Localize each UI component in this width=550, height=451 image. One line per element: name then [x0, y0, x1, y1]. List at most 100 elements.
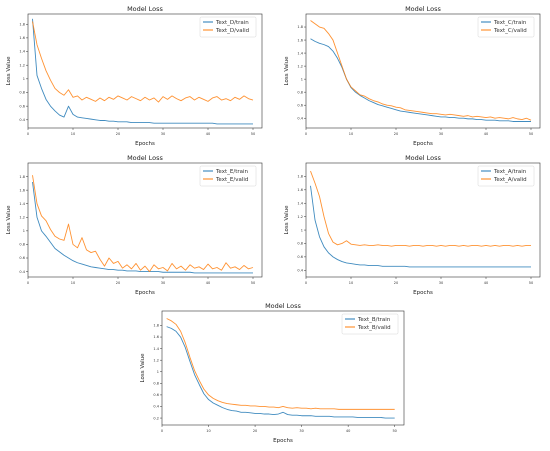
- x-tick-label: 20: [394, 281, 398, 285]
- y-axis-label: Loss Value: [284, 205, 290, 235]
- legend-entry-text-c-valid: Text_C/valid: [493, 28, 527, 34]
- series-line-text-c-valid: [310, 20, 532, 121]
- plot-frame: [305, 13, 541, 129]
- x-tick-label: 50: [529, 281, 533, 285]
- chart-title: Model Loss: [127, 154, 163, 162]
- series-line-text-e-valid: [32, 175, 254, 273]
- legend-box: [341, 313, 399, 335]
- x-tick-label: 10: [71, 281, 75, 285]
- series-line-text-e-train: [32, 181, 253, 274]
- legend-entry-text-b-valid: Text_B/valid: [357, 325, 391, 331]
- x-tick-label: 10: [349, 132, 353, 136]
- chart-panel-text-d: Model Loss 0 10 20 30 40 50 0.4 0.6 0.8 1 1.2 1.4 1.6…: [2, 2, 270, 150]
- legend-entry-text-d-train: Text_D/train: [215, 20, 249, 26]
- x-tick-label: 10: [349, 281, 353, 285]
- legend-entry-text-e-train: Text_E/train: [215, 169, 249, 175]
- series-line-text-b-valid: [166, 318, 395, 410]
- y-tick-label: 0.6: [297, 103, 303, 107]
- x-tick-label: 30: [439, 281, 443, 285]
- chart-panel-text-a: Model Loss 0 10 20 30 40 50 0.4 0.6 0.8 1 1.2 1.4 1.6…: [280, 151, 548, 299]
- loss-chart: Model Loss 0 10 20 30 40 50 0.4 0.6 0.8 1 1.2 1.4 1.6…: [6, 5, 263, 147]
- y-tick-label: 1.8: [19, 22, 25, 26]
- x-tick-label: 50: [251, 281, 255, 285]
- x-tick-label: 50: [529, 132, 533, 136]
- loss-chart: Model Loss 0 10 20 30 40 50 0.4 0.6 0.8 1 1.2 1.4 1.6…: [6, 154, 263, 296]
- y-tick-label: 1.6: [297, 38, 303, 42]
- legend-entry-text-a-train: Text_A/train: [493, 169, 527, 175]
- legend: Text_E/train Text_E/valid: [199, 165, 257, 187]
- y-tick-label: 0.4: [19, 118, 25, 122]
- legend-entry-text-a-valid: Text_A/valid: [493, 177, 527, 183]
- y-tick-label: 1: [301, 228, 303, 232]
- y-axis-label: Loss Value: [284, 56, 290, 86]
- x-tick-label: 20: [394, 132, 398, 136]
- x-tick-label: 50: [251, 132, 255, 136]
- x-tick-label: 40: [206, 281, 210, 285]
- y-tick-label: 1.8: [297, 175, 303, 179]
- y-tick-label: 0.6: [153, 393, 159, 397]
- x-tick-label: 40: [484, 132, 488, 136]
- y-tick-label: 1: [157, 370, 159, 374]
- y-tick-label: 1.4: [153, 347, 159, 351]
- chart-panel-text-b: Model Loss 0 10 20 30 40 50 0.2 0.4 0.6 0.8 1 1.2 1.4…: [136, 299, 412, 447]
- y-tick-label: 1.2: [19, 215, 25, 219]
- series-line-text-d-train: [32, 18, 253, 125]
- x-tick-label: 0: [305, 281, 307, 285]
- legend-entry-text-c-train: Text_C/train: [493, 20, 527, 26]
- x-tick-label: 10: [71, 132, 75, 136]
- series-line-text-d-valid: [32, 21, 254, 103]
- y-tick-label: 0.8: [297, 90, 303, 94]
- y-axis-label: Loss Value: [140, 353, 146, 383]
- y-tick-label: 1.4: [297, 51, 303, 55]
- x-tick-label: 30: [299, 429, 303, 433]
- x-tick-label: 30: [439, 132, 443, 136]
- y-tick-label: 0.4: [19, 270, 25, 274]
- legend-entry-text-e-valid: Text_E/valid: [215, 177, 248, 183]
- y-tick-label: 1.8: [153, 324, 159, 328]
- loss-chart: Model Loss 0 10 20 30 40 50 0.4 0.6 0.8 1 1.2 1.4 1.6…: [284, 154, 541, 296]
- chart-title: Model Loss: [127, 5, 163, 13]
- y-tick-label: 0.2: [153, 416, 159, 420]
- x-tick-label: 40: [346, 429, 350, 433]
- y-tick-label: 0.8: [153, 382, 159, 386]
- y-tick-label: 1.2: [19, 63, 25, 67]
- y-tick-label: 1.4: [297, 201, 303, 205]
- plot-frame: [305, 162, 541, 278]
- legend: Text_B/train Text_B/valid: [341, 313, 399, 335]
- chart-title: Model Loss: [265, 302, 301, 310]
- y-tick-label: 1.4: [19, 202, 25, 206]
- x-tick-label: 20: [116, 281, 120, 285]
- y-tick-label: 1.6: [19, 36, 25, 40]
- y-axis-label: Loss Value: [6, 56, 12, 86]
- y-tick-label: 1.6: [19, 188, 25, 192]
- y-tick-label: 0.6: [19, 104, 25, 108]
- x-tick-label: 0: [27, 132, 29, 136]
- loss-chart: Model Loss 0 10 20 30 40 50 0.2 0.4 0.6 0.8 1 1.2 1.4…: [140, 302, 405, 444]
- y-tick-label: 0.4: [297, 268, 303, 272]
- legend: Text_D/train Text_D/valid: [199, 16, 257, 38]
- y-tick-label: 1.6: [153, 335, 159, 339]
- x-axis-label: Epochs: [273, 438, 293, 444]
- x-axis-label: Epochs: [135, 290, 155, 296]
- x-tick-label: 0: [161, 429, 163, 433]
- legend-box: [477, 16, 535, 38]
- y-tick-label: 0.6: [297, 255, 303, 259]
- legend-box: [477, 165, 535, 187]
- y-tick-label: 0.6: [19, 256, 25, 260]
- plot-frame: [161, 310, 405, 426]
- x-tick-label: 10: [206, 429, 210, 433]
- y-tick-label: 0.4: [297, 116, 303, 120]
- chart-title: Model Loss: [405, 5, 441, 13]
- y-tick-label: 1.8: [19, 175, 25, 179]
- legend: Text_C/train Text_C/valid: [477, 16, 535, 38]
- plot-frame: [27, 13, 263, 129]
- series-line-text-a-train: [310, 185, 531, 268]
- y-tick-label: 1: [301, 77, 303, 81]
- legend: Text_A/train Text_A/valid: [477, 165, 535, 187]
- chart-title: Model Loss: [405, 154, 441, 162]
- series-line-text-b-train: [166, 326, 395, 419]
- y-axis-label: Loss Value: [6, 205, 12, 235]
- x-tick-label: 30: [161, 132, 165, 136]
- y-tick-label: 1.2: [297, 64, 303, 68]
- y-tick-label: 1.8: [297, 25, 303, 29]
